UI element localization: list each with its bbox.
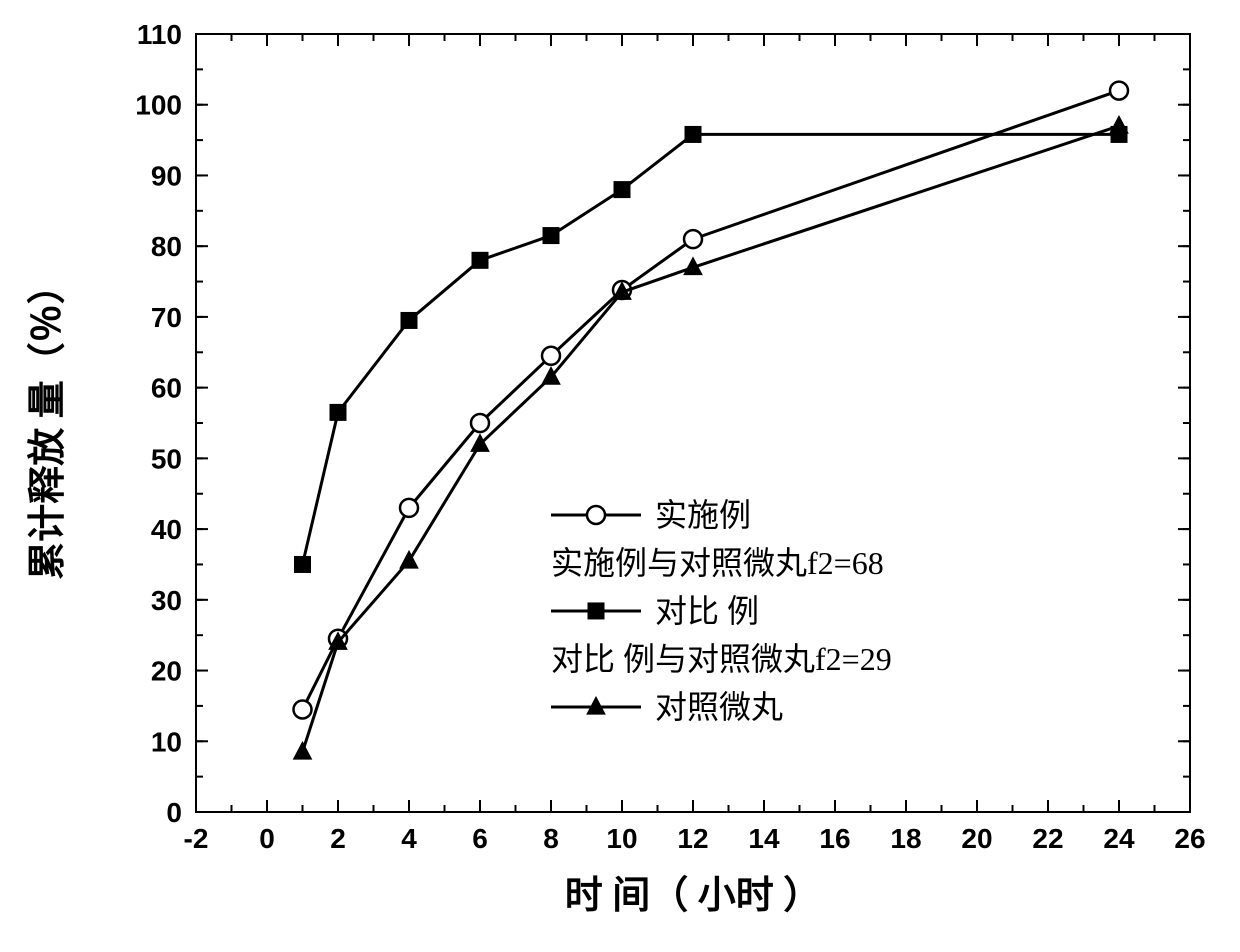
svg-text:18: 18 <box>890 823 921 854</box>
line-chart: -202468101214161820222426010203040506070… <box>0 0 1240 952</box>
svg-text:20: 20 <box>961 823 992 854</box>
svg-text:4: 4 <box>401 823 417 854</box>
svg-text:0: 0 <box>259 823 275 854</box>
svg-text:-2: -2 <box>184 823 209 854</box>
x-axis-label: 时 间（ 小时 ） <box>565 875 822 917</box>
svg-text:100: 100 <box>135 90 182 121</box>
svg-text:110: 110 <box>137 19 182 50</box>
svg-text:6: 6 <box>472 823 488 854</box>
svg-text:26: 26 <box>1174 823 1205 854</box>
svg-text:0: 0 <box>166 797 182 828</box>
svg-text:24: 24 <box>1103 823 1135 854</box>
svg-text:60: 60 <box>151 373 182 404</box>
svg-text:12: 12 <box>677 823 708 854</box>
svg-text:90: 90 <box>151 160 182 191</box>
svg-text:对比 例: 对比 例 <box>655 593 759 629</box>
svg-text:20: 20 <box>151 656 182 687</box>
svg-text:10: 10 <box>151 726 182 757</box>
svg-text:对照微丸: 对照微丸 <box>655 689 783 725</box>
chart-container: -202468101214161820222426010203040506070… <box>0 0 1240 952</box>
svg-text:2: 2 <box>330 823 346 854</box>
svg-text:70: 70 <box>151 302 182 333</box>
svg-text:30: 30 <box>151 585 182 616</box>
svg-text:80: 80 <box>151 231 182 262</box>
svg-text:14: 14 <box>748 823 780 854</box>
svg-text:22: 22 <box>1032 823 1063 854</box>
svg-text:8: 8 <box>543 823 559 854</box>
y-axis-label: 累计释放 量（％） <box>27 266 69 580</box>
svg-text:16: 16 <box>819 823 850 854</box>
svg-text:实施例与对照微丸f2=68: 实施例与对照微丸f2=68 <box>551 545 884 581</box>
svg-text:40: 40 <box>151 514 182 545</box>
svg-text:10: 10 <box>606 823 637 854</box>
svg-text:实施例: 实施例 <box>655 497 751 533</box>
svg-text:对比 例与对照微丸f2=29: 对比 例与对照微丸f2=29 <box>551 641 892 677</box>
svg-text:50: 50 <box>151 443 182 474</box>
